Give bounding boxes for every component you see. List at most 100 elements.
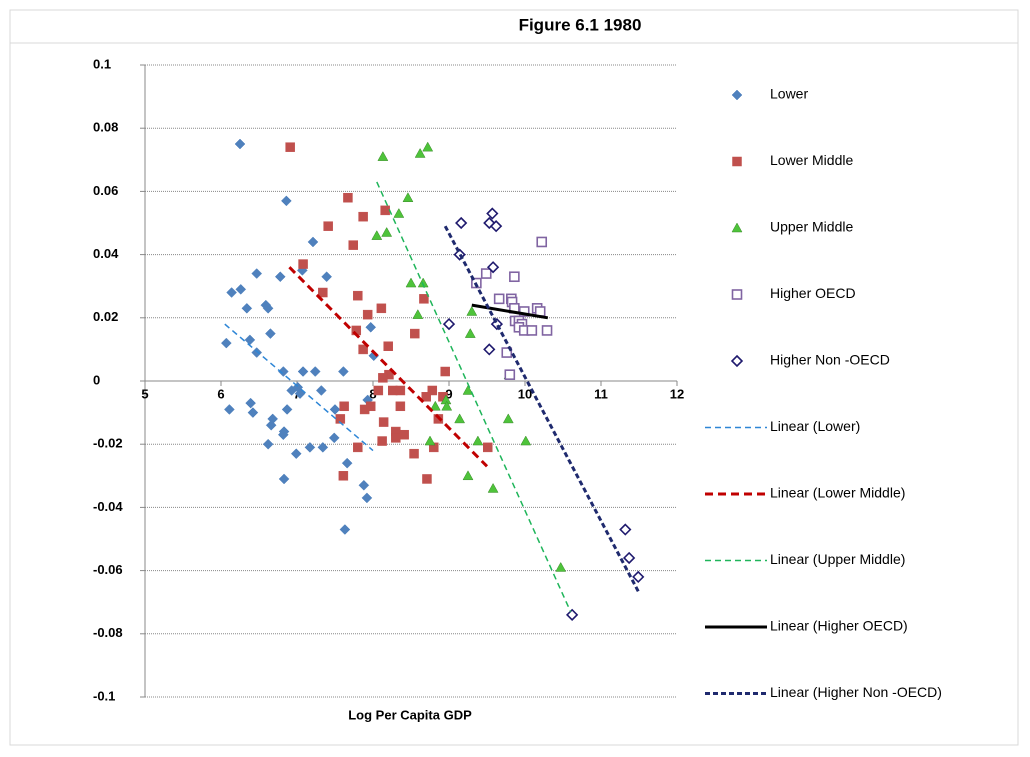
point <box>317 442 329 453</box>
y-tick-label: 0.1 <box>93 56 111 71</box>
point <box>509 271 520 283</box>
point <box>493 293 505 305</box>
legend-label: Linear (Lower Middle) <box>770 485 905 501</box>
point <box>414 147 426 158</box>
point <box>541 325 553 336</box>
point <box>307 236 319 248</box>
y-tick-label: -0.02 <box>93 436 123 451</box>
point <box>285 142 295 152</box>
point <box>395 385 406 396</box>
legend-label: Lower Middle <box>770 152 853 168</box>
point <box>328 432 340 444</box>
legend-label: Lower <box>770 86 808 102</box>
point <box>518 306 530 317</box>
point <box>251 347 263 358</box>
point <box>290 448 302 460</box>
point <box>731 89 743 101</box>
point <box>442 317 456 331</box>
point <box>486 207 499 220</box>
point <box>464 328 476 338</box>
y-tick-label: 0.08 <box>93 120 118 135</box>
point <box>731 289 743 300</box>
y-tick-label: -0.06 <box>93 562 123 577</box>
point <box>417 277 429 288</box>
point <box>536 236 548 248</box>
point <box>730 354 744 368</box>
point <box>462 384 474 395</box>
point <box>466 305 478 316</box>
point <box>380 205 390 216</box>
legend-label: Linear (Higher OECD) <box>770 618 908 634</box>
point <box>732 156 742 167</box>
point <box>472 435 484 446</box>
point <box>265 328 276 339</box>
point <box>632 570 645 584</box>
x-tick-label: 10 <box>518 386 532 401</box>
y-tick-label: -0.1 <box>93 688 115 703</box>
x-tick-label: 11 <box>594 386 608 401</box>
point <box>402 192 414 202</box>
point <box>304 442 316 453</box>
point <box>619 523 632 536</box>
point <box>318 287 328 298</box>
point <box>378 373 388 383</box>
point <box>501 347 513 358</box>
point <box>353 442 363 453</box>
point <box>358 211 368 222</box>
point <box>365 401 376 412</box>
point <box>361 492 373 504</box>
point <box>419 294 429 304</box>
x-tick-label: 5 <box>141 386 148 401</box>
point <box>251 268 263 279</box>
point <box>410 328 420 339</box>
point <box>339 524 351 535</box>
legend-label: Higher Non -OECD <box>770 352 890 368</box>
point <box>224 404 235 415</box>
point <box>353 290 363 301</box>
point <box>373 385 384 396</box>
point <box>281 195 292 207</box>
point <box>409 448 419 459</box>
point <box>393 208 405 218</box>
legend-label: Upper Middle <box>770 219 853 235</box>
point <box>480 268 492 279</box>
point <box>220 337 232 349</box>
y-tick-label: -0.04 <box>93 499 123 514</box>
point <box>226 287 237 298</box>
point <box>371 230 383 240</box>
point <box>277 429 289 441</box>
point <box>429 400 441 411</box>
x-tick-label: 8 <box>369 386 376 401</box>
point <box>281 404 293 415</box>
point <box>378 417 389 427</box>
point <box>341 457 353 469</box>
trend-line <box>443 225 641 594</box>
point <box>235 284 247 295</box>
point <box>427 385 438 396</box>
point <box>245 397 256 409</box>
y-tick-label: 0.06 <box>93 183 118 198</box>
x-tick-label: 12 <box>670 386 684 401</box>
point <box>487 482 499 493</box>
point <box>489 220 503 233</box>
point <box>265 419 277 431</box>
point <box>277 366 289 377</box>
point <box>241 302 253 314</box>
point <box>358 344 368 355</box>
point <box>362 309 373 320</box>
point <box>520 435 532 446</box>
point <box>309 366 321 377</box>
point <box>440 366 450 377</box>
point <box>377 436 387 446</box>
point <box>262 438 274 450</box>
point <box>381 226 393 237</box>
x-tick-label: 6 <box>217 386 224 401</box>
trend-line <box>224 323 374 452</box>
point <box>358 479 370 491</box>
point <box>298 259 308 269</box>
y-tick-label: -0.08 <box>93 625 123 640</box>
point <box>343 192 353 203</box>
point <box>338 366 349 377</box>
point <box>421 392 431 402</box>
x-tick-label: 9 <box>445 386 452 401</box>
